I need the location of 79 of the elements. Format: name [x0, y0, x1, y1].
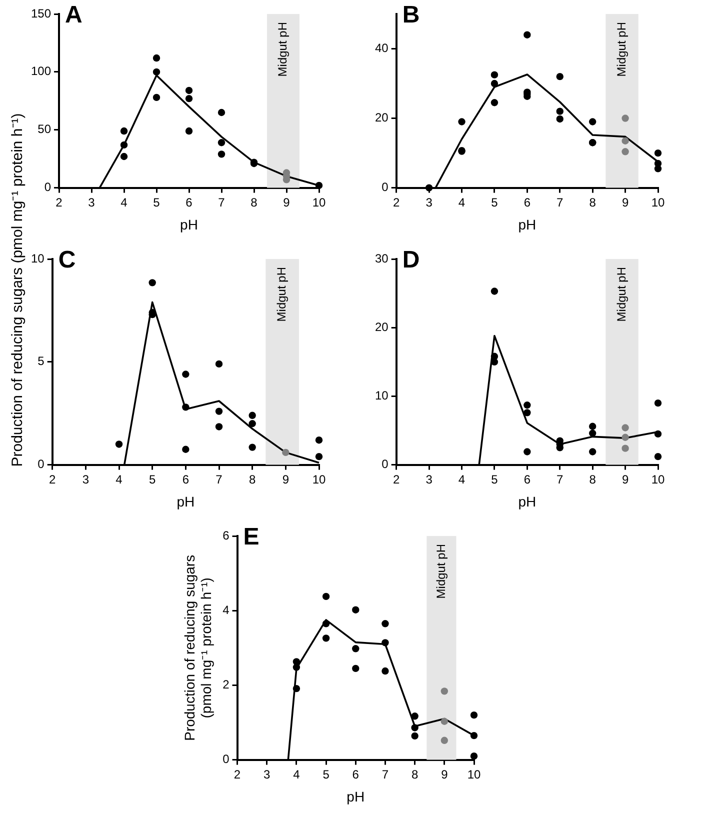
x-tick-label: 9 [622, 472, 629, 486]
band-label: Midgut pH [434, 544, 448, 599]
band-label: Midgut pH [276, 22, 290, 77]
y-axis-title: Production of reducing sugars (pmol mg⁻¹ protein h⁻¹) [8, 113, 26, 467]
y-tick-label: 20 [374, 320, 389, 334]
x-axis-title: pH [180, 216, 198, 232]
x-tick-label: 6 [182, 472, 190, 486]
x-tick-label: 9 [622, 195, 629, 210]
x-tick-label: 7 [218, 195, 226, 210]
x-tick-label: 2 [234, 767, 241, 782]
x-tick-label: 4 [120, 195, 128, 210]
x-tick-label: 7 [556, 472, 564, 486]
y-axis-title: Production of reducing sugars (pmol mg⁻¹ protein h⁻¹) [181, 554, 214, 741]
chart-title: A [65, 2, 82, 29]
chart-title: B [402, 2, 420, 29]
x-tick-label: 3 [264, 767, 271, 782]
x-tick-label: 2 [393, 195, 400, 210]
x-tick-label: 7 [556, 195, 564, 210]
y-tick-label: 5 [38, 354, 45, 368]
y-tick-label: 10 [30, 251, 45, 266]
x-tick-label: 8 [248, 472, 256, 486]
x-tick-label: 3 [88, 195, 96, 210]
x-tick-label: 5 [491, 195, 498, 210]
x-tick-label: 9 [283, 195, 290, 210]
x-axis-title: pH [176, 493, 195, 510]
x-tick-label: 2 [56, 195, 63, 210]
chart-title: E [243, 524, 260, 551]
x-tick-label: 10 [651, 472, 665, 486]
x-axis-title: pH [518, 493, 536, 510]
x-tick-label: 6 [352, 767, 360, 782]
x-tick-label: 5 [322, 767, 330, 782]
y-tick-label: 0 [382, 457, 389, 472]
y-tick-label: 30 [374, 251, 389, 266]
x-tick-label: 6 [524, 472, 531, 486]
x-axis-title: pH [346, 788, 365, 804]
x-tick-label: 10 [312, 195, 326, 210]
x-tick-label: 6 [186, 195, 193, 210]
x-tick-label: 8 [411, 767, 418, 782]
chart-title: D [402, 246, 420, 274]
x-tick-label: 6 [524, 195, 531, 210]
y-tick-label: 0 [382, 180, 389, 194]
x-tick-label: 5 [149, 472, 156, 486]
x-tick-label: 9 [282, 472, 290, 486]
x-tick-label: 4 [458, 195, 466, 210]
x-tick-label: 10 [467, 767, 481, 782]
y-tick-label: 4 [222, 602, 230, 617]
x-tick-label: 2 [393, 472, 400, 486]
y-tick-label: 10 [374, 388, 389, 403]
x-tick-label: 8 [589, 472, 596, 486]
y-tick-label: 150 [30, 6, 52, 20]
x-tick-label: 8 [250, 195, 258, 210]
x-tick-label: 3 [426, 472, 433, 486]
x-tick-label: 7 [216, 472, 223, 486]
x-tick-label: 3 [426, 195, 433, 210]
y-tick-label: 0 [38, 457, 45, 472]
y-tick-label: 40 [374, 41, 389, 56]
x-tick-label: 3 [82, 472, 90, 486]
x-tick-label: 8 [589, 195, 596, 210]
x-tick-label: 4 [116, 472, 123, 486]
band-label: Midgut pH [274, 267, 289, 322]
y-tick-label: 6 [222, 528, 230, 542]
x-tick-label: 4 [293, 767, 300, 782]
chart-title: C [58, 246, 76, 274]
y-tick-label: 0 [44, 180, 52, 194]
y-tick-label: 0 [222, 752, 230, 766]
x-tick-label: 5 [153, 195, 160, 210]
x-tick-label: 4 [458, 472, 466, 486]
y-tick-label: 2 [222, 678, 230, 692]
x-axis-title: pH [518, 216, 536, 232]
x-tick-label: 10 [312, 472, 326, 486]
band-label: Midgut pH [614, 267, 628, 322]
y-tick-label: 100 [30, 64, 52, 78]
x-tick-label: 10 [651, 195, 665, 210]
y-tick-label: 50 [38, 122, 52, 136]
band-label: Midgut pH [614, 22, 628, 77]
x-tick-label: 9 [441, 767, 448, 782]
x-tick-label: 7 [382, 767, 389, 782]
x-tick-label: 5 [491, 472, 498, 486]
y-tick-label: 20 [374, 110, 389, 125]
